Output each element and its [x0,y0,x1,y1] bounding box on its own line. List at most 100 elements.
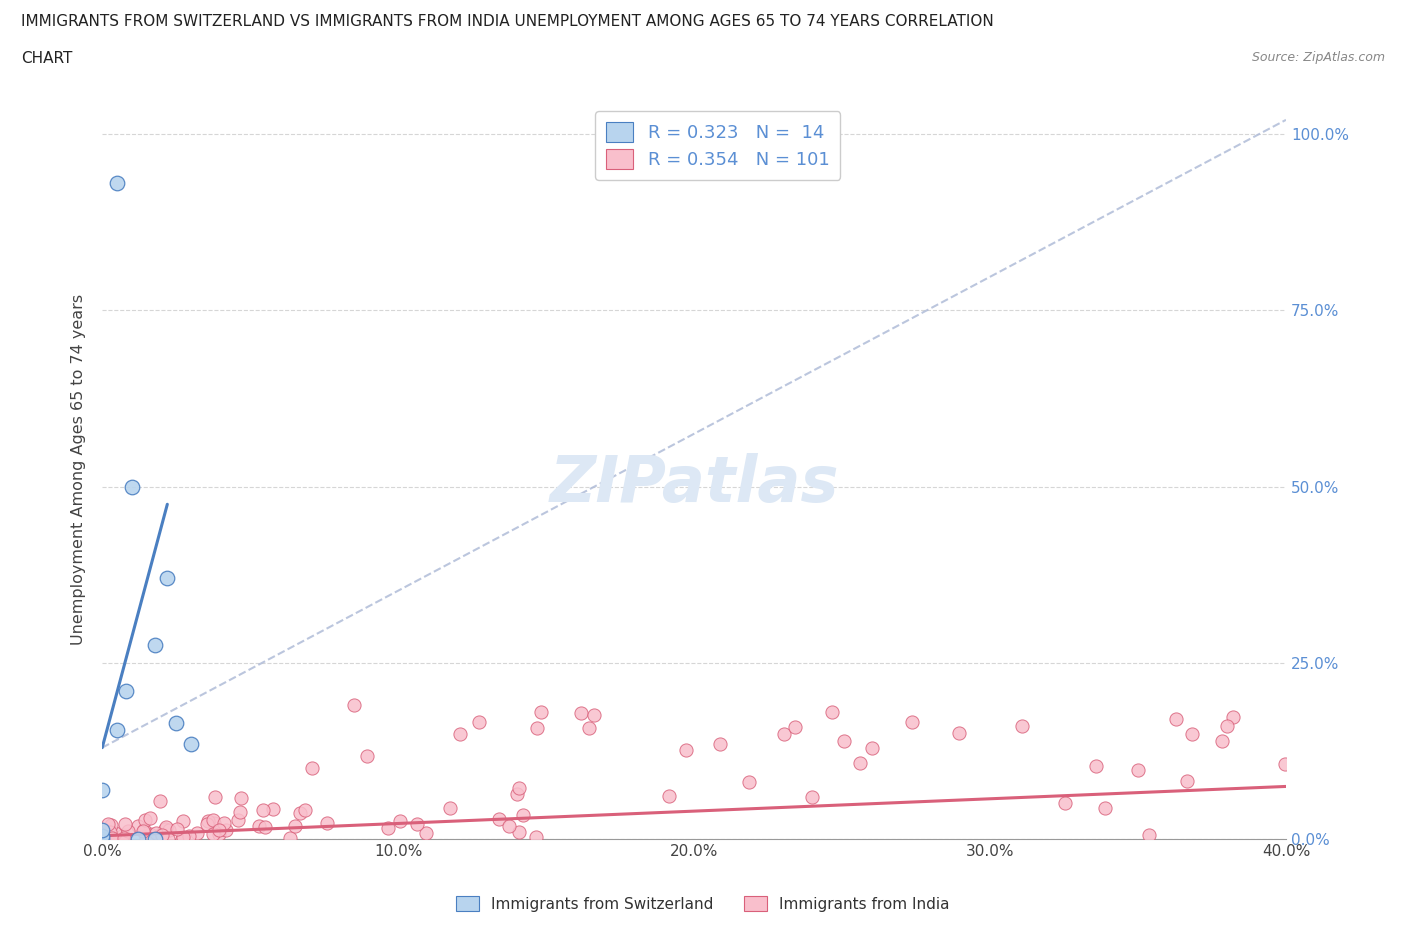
Point [526,721,548,736]
Point [150,828,173,843]
Point [156,571,179,586]
Point [131,824,153,839]
Point [1274,757,1296,772]
Point [316,816,339,830]
Point [569,706,592,721]
Point [132,823,155,838]
Point [228,804,250,819]
Point [165,715,187,730]
Point [512,807,534,822]
Point [96,817,118,832]
Point [139,811,162,826]
Point [117,824,139,839]
Point [488,812,510,827]
Point [377,821,399,836]
Point [114,817,136,831]
Point [172,814,194,829]
Point [98,824,121,839]
Point [208,826,231,841]
Point [449,726,471,741]
Point [202,827,225,842]
Point [207,823,229,838]
Point [1211,733,1233,748]
Point [783,720,806,735]
Text: Source: ZipAtlas.com: Source: ZipAtlas.com [1251,51,1385,64]
Point [582,708,605,723]
Point [100,830,122,845]
Point [111,828,134,843]
Text: ZIPatlas: ZIPatlas [550,453,839,515]
Point [862,740,884,755]
Point [800,789,823,804]
Point [153,822,176,837]
Point [389,814,412,829]
Point [91,829,114,844]
Point [127,819,149,834]
Point [145,638,167,653]
Point [1137,828,1160,843]
Point [675,743,697,758]
Legend: Immigrants from Switzerland, Immigrants from India: Immigrants from Switzerland, Immigrants … [450,890,956,918]
Point [262,802,284,817]
Legend: R = 0.323   N =  14, R = 0.354   N = 101: R = 0.323 N = 14, R = 0.354 N = 101 [595,112,841,180]
Point [506,787,529,802]
Point [215,823,238,838]
Point [105,176,128,191]
Point [104,826,127,841]
Point [1216,719,1239,734]
Point [356,749,378,764]
Point [832,733,855,748]
Point [578,720,600,735]
Point [709,737,731,751]
Point [156,831,179,846]
Point [150,827,173,842]
Point [284,818,307,833]
Point [105,723,128,737]
Point [135,830,157,845]
Point [195,817,218,831]
Point [278,830,301,845]
Point [91,832,114,847]
Point [204,790,226,804]
Point [1011,719,1033,734]
Point [202,816,225,830]
Point [212,816,235,830]
Point [226,813,249,828]
Point [288,806,311,821]
Point [1053,795,1076,810]
Point [186,825,208,840]
Point [294,803,316,817]
Point [508,824,530,839]
Point [180,737,202,751]
Point [247,819,270,834]
Point [127,832,149,847]
Point [254,819,277,834]
Point [524,830,547,844]
Point [201,812,224,827]
Point [134,813,156,828]
Point [91,823,114,838]
Point [229,790,252,805]
Point [415,826,437,841]
Point [1128,762,1150,777]
Point [139,827,162,842]
Point [406,817,429,831]
Point [166,821,188,836]
Text: CHART: CHART [21,51,73,66]
Point [900,714,922,729]
Point [658,789,681,804]
Point [1094,801,1116,816]
Point [1164,712,1187,727]
Point [343,698,366,712]
Point [172,830,194,844]
Point [100,817,122,832]
Point [252,803,274,817]
Point [1181,726,1204,741]
Point [121,479,143,494]
Y-axis label: Unemployment Among Ages 65 to 74 years: Unemployment Among Ages 65 to 74 years [72,294,86,644]
Point [498,818,520,833]
Point [112,831,135,846]
Point [145,832,167,847]
Point [439,801,461,816]
Point [948,725,970,740]
